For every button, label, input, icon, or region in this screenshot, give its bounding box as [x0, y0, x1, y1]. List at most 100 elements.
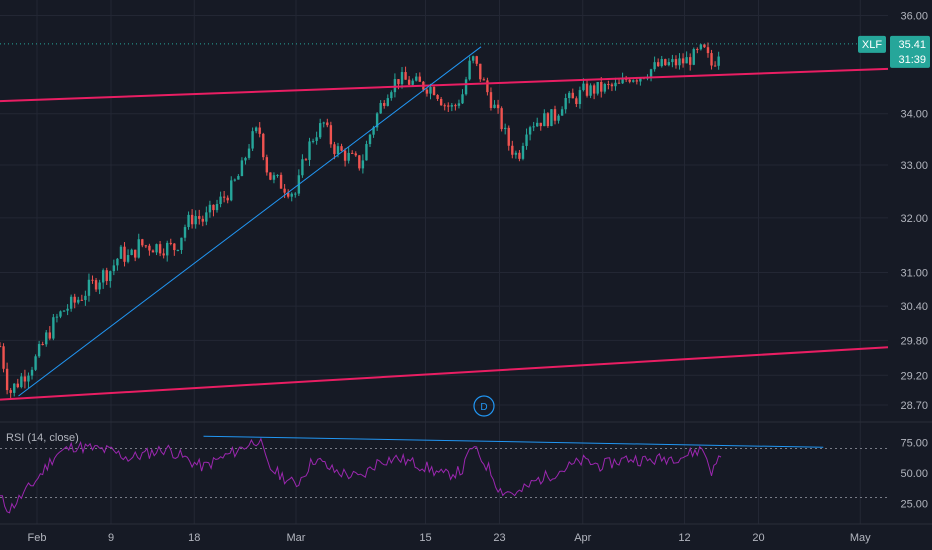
- candle[interactable]: [151, 249, 155, 253]
- candle[interactable]: [390, 90, 393, 101]
- candle[interactable]: [589, 83, 592, 99]
- candle[interactable]: [671, 54, 674, 68]
- rsi-trendline[interactable]: [203, 435, 824, 448]
- candle[interactable]: [375, 112, 379, 131]
- channel-lower-line[interactable]: [0, 346, 889, 401]
- candle[interactable]: [575, 96, 578, 108]
- candle[interactable]: [425, 88, 429, 97]
- candle[interactable]: [237, 174, 240, 180]
- candle[interactable]: [500, 106, 503, 132]
- candle[interactable]: [244, 156, 247, 165]
- candle[interactable]: [59, 310, 62, 319]
- candle[interactable]: [315, 131, 318, 145]
- candle[interactable]: [230, 176, 233, 202]
- candle[interactable]: [105, 267, 108, 285]
- candle[interactable]: [198, 209, 201, 225]
- candle[interactable]: [37, 340, 41, 358]
- trendline[interactable]: [18, 46, 482, 397]
- candle[interactable]: [176, 249, 180, 252]
- candle[interactable]: [539, 122, 542, 131]
- candle[interactable]: [439, 96, 443, 106]
- candle[interactable]: [475, 55, 478, 67]
- candle[interactable]: [16, 378, 19, 389]
- candle[interactable]: [564, 93, 567, 114]
- candle[interactable]: [109, 270, 112, 288]
- candle[interactable]: [486, 77, 489, 96]
- candle[interactable]: [329, 121, 333, 148]
- candle[interactable]: [279, 172, 283, 189]
- candle[interactable]: [507, 125, 510, 151]
- candle[interactable]: [158, 241, 162, 257]
- candle[interactable]: [468, 56, 471, 81]
- candle[interactable]: [66, 304, 69, 316]
- candle[interactable]: [77, 296, 80, 305]
- candle[interactable]: [20, 372, 23, 389]
- candle[interactable]: [290, 192, 293, 202]
- candle[interactable]: [9, 388, 12, 399]
- candle[interactable]: [532, 121, 535, 132]
- candle[interactable]: [358, 155, 361, 171]
- candle[interactable]: [80, 294, 84, 301]
- candle[interactable]: [91, 275, 94, 284]
- candle[interactable]: [48, 326, 52, 341]
- candle[interactable]: [351, 150, 354, 154]
- candle[interactable]: [457, 99, 461, 109]
- candle[interactable]: [240, 157, 244, 177]
- candle[interactable]: [368, 133, 372, 148]
- candle[interactable]: [361, 154, 365, 174]
- candle[interactable]: [493, 100, 496, 109]
- candle[interactable]: [407, 76, 411, 86]
- candle[interactable]: [133, 249, 137, 262]
- candle[interactable]: [681, 53, 685, 68]
- candle[interactable]: [137, 233, 140, 259]
- candle[interactable]: [73, 293, 76, 309]
- candle[interactable]: [318, 118, 322, 140]
- candle[interactable]: [383, 100, 386, 109]
- candle[interactable]: [265, 154, 269, 176]
- candle[interactable]: [536, 117, 539, 127]
- candle[interactable]: [568, 90, 571, 104]
- candle[interactable]: [585, 79, 589, 98]
- candle[interactable]: [347, 147, 350, 164]
- candle[interactable]: [600, 77, 603, 98]
- channel-upper-line[interactable]: [0, 67, 889, 103]
- candle[interactable]: [0, 342, 2, 348]
- candle[interactable]: [286, 189, 290, 199]
- candle[interactable]: [144, 244, 148, 249]
- candle[interactable]: [379, 100, 382, 114]
- candle[interactable]: [603, 82, 607, 94]
- candle[interactable]: [262, 132, 265, 161]
- candle[interactable]: [69, 294, 73, 312]
- candle[interactable]: [354, 151, 357, 157]
- candle[interactable]: [471, 55, 475, 64]
- candle[interactable]: [632, 79, 635, 83]
- candle[interactable]: [447, 102, 450, 113]
- candle[interactable]: [511, 140, 514, 159]
- candle[interactable]: [489, 87, 493, 111]
- candle[interactable]: [190, 209, 194, 229]
- candle[interactable]: [62, 310, 66, 312]
- candle[interactable]: [308, 137, 311, 166]
- candle[interactable]: [87, 273, 91, 302]
- candle[interactable]: [34, 354, 37, 372]
- candle[interactable]: [685, 51, 688, 64]
- candle[interactable]: [23, 369, 27, 389]
- candle[interactable]: [194, 210, 197, 229]
- candle[interactable]: [101, 268, 105, 289]
- candle[interactable]: [215, 199, 219, 213]
- candle[interactable]: [713, 61, 717, 67]
- candle[interactable]: [304, 157, 308, 161]
- candle[interactable]: [674, 55, 678, 69]
- candle[interactable]: [578, 86, 582, 109]
- price-candles[interactable]: [0, 42, 720, 399]
- candle[interactable]: [212, 204, 215, 217]
- candle[interactable]: [112, 259, 116, 276]
- candle[interactable]: [173, 243, 176, 256]
- candle[interactable]: [13, 383, 16, 397]
- candle[interactable]: [706, 42, 710, 58]
- candle[interactable]: [393, 73, 397, 98]
- candle[interactable]: [201, 215, 204, 227]
- candle[interactable]: [443, 103, 446, 111]
- candle[interactable]: [464, 76, 468, 96]
- candle[interactable]: [276, 174, 279, 178]
